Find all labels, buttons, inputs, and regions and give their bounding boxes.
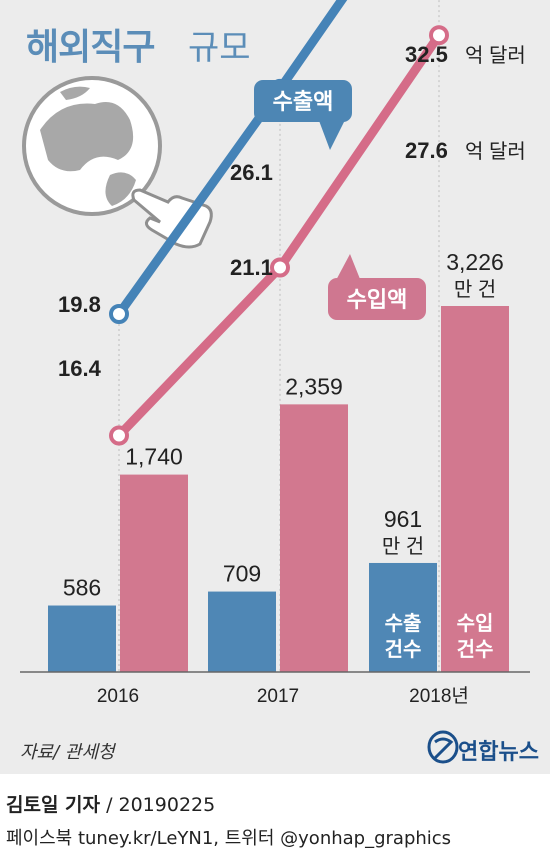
x-tick-label-0: 2016 (97, 686, 139, 707)
bar-import-unit: 만 건 (454, 278, 496, 301)
point-import-2 (429, 25, 449, 46)
bar-import-inner-label-1: 수입 (457, 612, 494, 635)
bar-import-inner-label-2: 건수 (457, 638, 494, 661)
bar-export-value-2: 961 (384, 506, 422, 532)
tag-import-pointer (334, 254, 362, 284)
bar-import-value-0: 1,740 (125, 444, 183, 470)
bar-import-1 (280, 404, 348, 672)
bar-export-inner-label-2: 건수 (385, 638, 422, 661)
bar-export-value-1: 709 (223, 561, 261, 587)
pointing-hand-icon (131, 188, 213, 249)
source-note: 자료/ 관세청 (20, 742, 115, 763)
point-export-0 (109, 304, 129, 324)
bar-import-value-2: 3,226 (446, 249, 504, 275)
line-import-unit: 억 달러 (465, 140, 526, 163)
bar-import-2 (441, 306, 509, 672)
bar-export-0 (48, 605, 116, 672)
yonhap-logo-icon (427, 730, 459, 764)
bar-export-unit: 만 건 (382, 535, 424, 558)
chart-title: 해외직구 (26, 27, 155, 68)
social-links: 페이스북 tuney.kr/LeYN1, 트위터 @yonhap_graphic… (6, 828, 452, 849)
tag-import-label: 수입액 (347, 287, 408, 312)
reporter-name: 김토일 기자 (6, 794, 101, 816)
chart-subtitle: 규모 (188, 28, 251, 68)
bar-export-1 (208, 591, 276, 672)
x-tick-label-1: 2017 (257, 686, 299, 707)
tag-export-box (254, 80, 352, 122)
line-export-value-1: 26.1 (230, 160, 273, 185)
tag-import-box (328, 278, 426, 320)
line-import-value-0: 16.4 (58, 356, 102, 381)
credit-line: 김토일 기자 / 20190225 (6, 790, 215, 817)
chart-svg: 2016 2017 2018년 586 1,740 709 2,359 961 만 건 3,226… (20, 0, 530, 707)
logo-text: 연합뉴스 (458, 740, 539, 765)
bar-import-0 (120, 474, 188, 672)
publish-date: / 20190225 (106, 794, 216, 816)
line-export-value-2: 32.5 (405, 42, 448, 67)
line-export-value-0: 19.8 (58, 292, 101, 317)
x-tick-label-2: 2018년 (409, 685, 469, 707)
bar-import-value-1: 2,359 (285, 373, 343, 399)
bar-export-inner-label-1: 수출 (385, 612, 422, 635)
tag-export-pointer (318, 118, 346, 150)
tag-export-label: 수출액 (273, 89, 334, 114)
globe-icon (22, 76, 162, 216)
bar-export-2 (369, 562, 437, 672)
bar-export-value-0: 586 (63, 575, 101, 601)
point-import-1 (270, 257, 290, 278)
line-import-value-2: 27.6 (405, 138, 448, 163)
line-import-value-1: 21.1 (230, 255, 273, 280)
line-export-unit: 억 달러 (465, 44, 526, 67)
point-import-0 (109, 425, 129, 446)
